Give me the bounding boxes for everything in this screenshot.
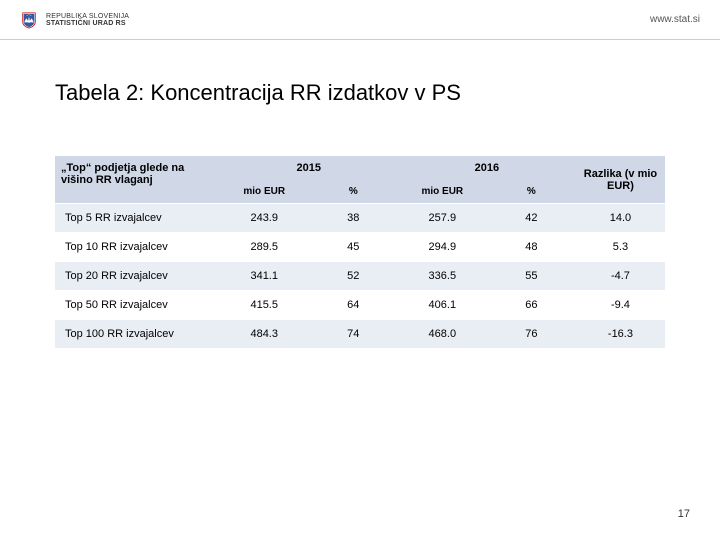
table-row: Top 10 RR izvajalcev 289.5 45 294.9 48 5…: [55, 233, 665, 262]
cell-mio-2015: 341.1: [220, 262, 309, 291]
sub-mio-2015: mio EUR: [220, 180, 309, 204]
slide-title: Tabela 2: Koncentracija RR izdatkov v PS: [55, 80, 665, 106]
cell-mio-2016: 294.9: [398, 233, 487, 262]
table-row: Top 5 RR izvajalcev 243.9 38 257.9 42 14…: [55, 204, 665, 233]
sub-mio-2016: mio EUR: [398, 180, 487, 204]
cell-pct-2016: 42: [487, 204, 576, 233]
cell-diff: -4.7: [576, 262, 665, 291]
page-number: 17: [678, 508, 690, 520]
table-row: Top 100 RR izvajalcev 484.3 74 468.0 76 …: [55, 320, 665, 349]
row-header-label: „Top“ podjetja glede na višino RR vlagan…: [55, 156, 220, 204]
sub-pct-2015: %: [309, 180, 398, 204]
sub-pct-2016: %: [487, 180, 576, 204]
table-row: Top 50 RR izvajalcev 415.5 64 406.1 66 -…: [55, 291, 665, 320]
col-year-2015: 2015: [220, 156, 398, 180]
header-left: REPUBLIKA SLOVENIJA STATISTIČNI URAD RS: [20, 11, 129, 29]
coat-of-arms-icon: [20, 11, 38, 29]
cell-mio-2016: 336.5: [398, 262, 487, 291]
cell-pct-2016: 48: [487, 233, 576, 262]
cell-pct-2015: 45: [309, 233, 398, 262]
cell-mio-2015: 415.5: [220, 291, 309, 320]
cell-pct-2016: 76: [487, 320, 576, 349]
cell-mio-2016: 406.1: [398, 291, 487, 320]
cell-pct-2016: 66: [487, 291, 576, 320]
col-year-2016: 2016: [398, 156, 576, 180]
cell-diff: -16.3: [576, 320, 665, 349]
row-label: Top 50 RR izvajalcev: [55, 291, 220, 320]
cell-mio-2015: 289.5: [220, 233, 309, 262]
org-line1: REPUBLIKA SLOVENIJA: [46, 13, 129, 20]
cell-mio-2015: 484.3: [220, 320, 309, 349]
cell-mio-2016: 468.0: [398, 320, 487, 349]
content: Tabela 2: Koncentracija RR izdatkov v PS…: [0, 40, 720, 368]
cell-pct-2015: 74: [309, 320, 398, 349]
col-diff: Razlika (v mio EUR): [576, 156, 665, 204]
org-line2: STATISTIČNI URAD RS: [46, 20, 129, 27]
data-table: „Top“ podjetja glede na višino RR vlagan…: [55, 156, 665, 348]
row-label: Top 5 RR izvajalcev: [55, 204, 220, 233]
table-row: Top 20 RR izvajalcev 341.1 52 336.5 55 -…: [55, 262, 665, 291]
cell-pct-2015: 52: [309, 262, 398, 291]
cell-pct-2016: 55: [487, 262, 576, 291]
cell-diff: 5.3: [576, 233, 665, 262]
cell-diff: -9.4: [576, 291, 665, 320]
cell-mio-2015: 243.9: [220, 204, 309, 233]
site-url: www.stat.si: [650, 14, 700, 25]
page-header: REPUBLIKA SLOVENIJA STATISTIČNI URAD RS …: [0, 0, 720, 40]
row-label: Top 100 RR izvajalcev: [55, 320, 220, 349]
cell-mio-2016: 257.9: [398, 204, 487, 233]
cell-pct-2015: 64: [309, 291, 398, 320]
cell-diff: 14.0: [576, 204, 665, 233]
row-label: Top 20 RR izvajalcev: [55, 262, 220, 291]
row-label: Top 10 RR izvajalcev: [55, 233, 220, 262]
cell-pct-2015: 38: [309, 204, 398, 233]
org-name: REPUBLIKA SLOVENIJA STATISTIČNI URAD RS: [46, 13, 129, 27]
